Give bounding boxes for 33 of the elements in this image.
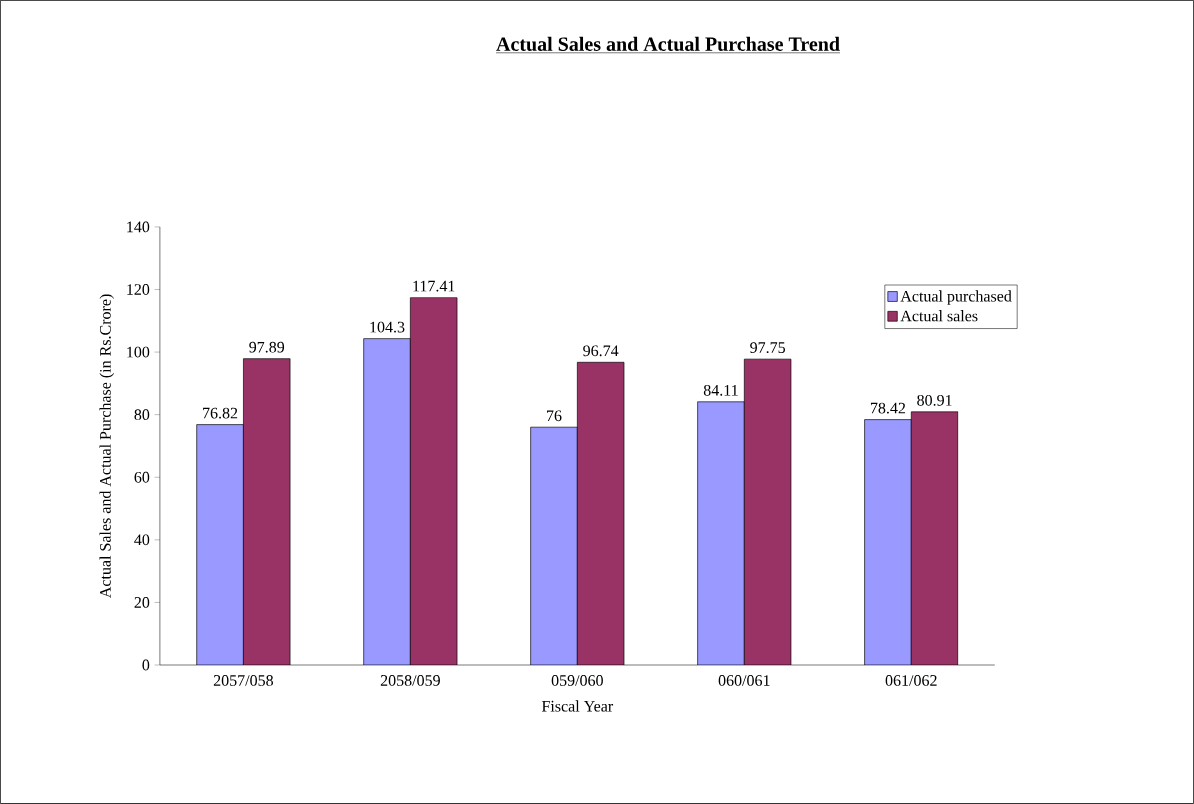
- legend-label: Actual purchased: [900, 290, 1012, 305]
- y-tick-label: 40: [134, 534, 150, 546]
- data-label: 76.82: [203, 407, 238, 419]
- y-tick-label: 140: [127, 221, 150, 233]
- y-axis-title: Actual Sales and Actual Purchase (in Rs.Crore): [99, 294, 115, 599]
- x-tick-label: 2057/058: [213, 675, 273, 686]
- data-label: 76: [547, 410, 562, 422]
- data-label: 97.75: [750, 342, 786, 354]
- data-label: 80.91: [917, 394, 952, 406]
- data-label: 97.89: [249, 341, 285, 353]
- y-tick-label: 60: [134, 471, 150, 483]
- data-label: 96.74: [583, 345, 619, 357]
- bar: [363, 338, 411, 666]
- bar: [530, 427, 578, 666]
- data-label: 78.42: [870, 402, 906, 414]
- data-label: 117.41: [413, 280, 455, 292]
- x-axis-title: Fiscal Year: [541, 700, 614, 712]
- bar: [697, 401, 745, 666]
- x-tick-label: 059/060: [551, 675, 603, 686]
- legend-label: Actual sales: [900, 310, 978, 322]
- chart-title: Actual Sales and Actual Purchase Trend: [496, 36, 840, 51]
- y-tick-label: 120: [127, 284, 150, 295]
- x-tick-label: 2058/059: [380, 675, 440, 686]
- data-label: 84.11: [703, 384, 738, 396]
- y-tick-label: 20: [134, 597, 150, 608]
- bar: [196, 424, 244, 666]
- x-tick-label: 061/062: [885, 675, 937, 686]
- x-tick-label: 060/061: [718, 675, 770, 686]
- y-tick-label: 80: [134, 409, 150, 421]
- y-tick-label: 100: [127, 346, 150, 358]
- bar: [864, 419, 912, 666]
- y-tick-label: 0: [142, 659, 150, 671]
- data-label: 104.3: [370, 321, 405, 333]
